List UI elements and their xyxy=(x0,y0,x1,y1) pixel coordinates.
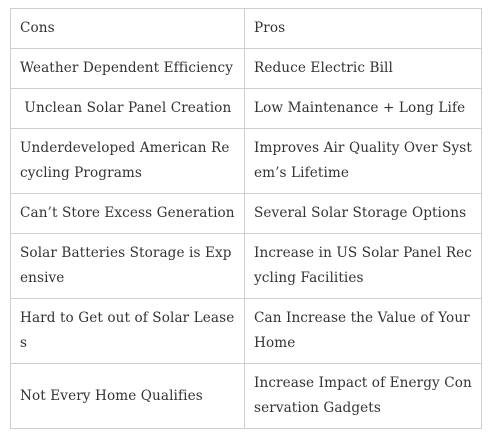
pros-cell: Reduce Electric Bill xyxy=(244,48,482,89)
table-row: Weather Dependent Efficiency Reduce Elec… xyxy=(10,48,482,89)
header-pros: Pros xyxy=(244,8,482,49)
cons-cell: Solar Batteries Storage is Expensive xyxy=(10,233,245,299)
pros-cell: Improves Air Quality Over System’s Lifet… xyxy=(244,128,482,194)
cons-cell: Hard to Get out of Solar Leases xyxy=(10,298,245,364)
pros-cell: Low Maintenance + Long Life xyxy=(244,88,482,129)
cons-cell: Underdeveloped American Recycling Progra… xyxy=(10,128,245,194)
table-row: Hard to Get out of Solar Leases Can Incr… xyxy=(10,298,482,364)
pros-cell: Several Solar Storage Options xyxy=(244,193,482,234)
cons-cell: Unclean Solar Panel Creation xyxy=(10,88,245,129)
table-row: Can’t Store Excess Generation Several So… xyxy=(10,193,482,234)
cons-cell: Weather Dependent Efficiency xyxy=(10,48,245,89)
cons-cell: Can’t Store Excess Generation xyxy=(10,193,245,234)
table-row: Unclean Solar Panel Creation Low Mainten… xyxy=(10,88,482,129)
table-row: Underdeveloped American Recycling Progra… xyxy=(10,128,482,194)
table-row: Solar Batteries Storage is Expensive Inc… xyxy=(10,233,482,299)
pros-cell: Increase in US Solar Panel Recycling Fac… xyxy=(244,233,482,299)
header-cons: Cons xyxy=(10,8,245,49)
pros-cell: Can Increase the Value of Your Home xyxy=(244,298,482,364)
pros-cons-table: Cons Pros Weather Dependent Efficiency R… xyxy=(10,8,482,429)
cons-cell: Not Every Home Qualifies xyxy=(10,363,245,429)
table-row: Not Every Home Qualifies Increase Impact… xyxy=(10,363,482,429)
table-header-row: Cons Pros xyxy=(10,8,482,49)
pros-cell: Increase Impact of Energy Conservation G… xyxy=(244,363,482,429)
